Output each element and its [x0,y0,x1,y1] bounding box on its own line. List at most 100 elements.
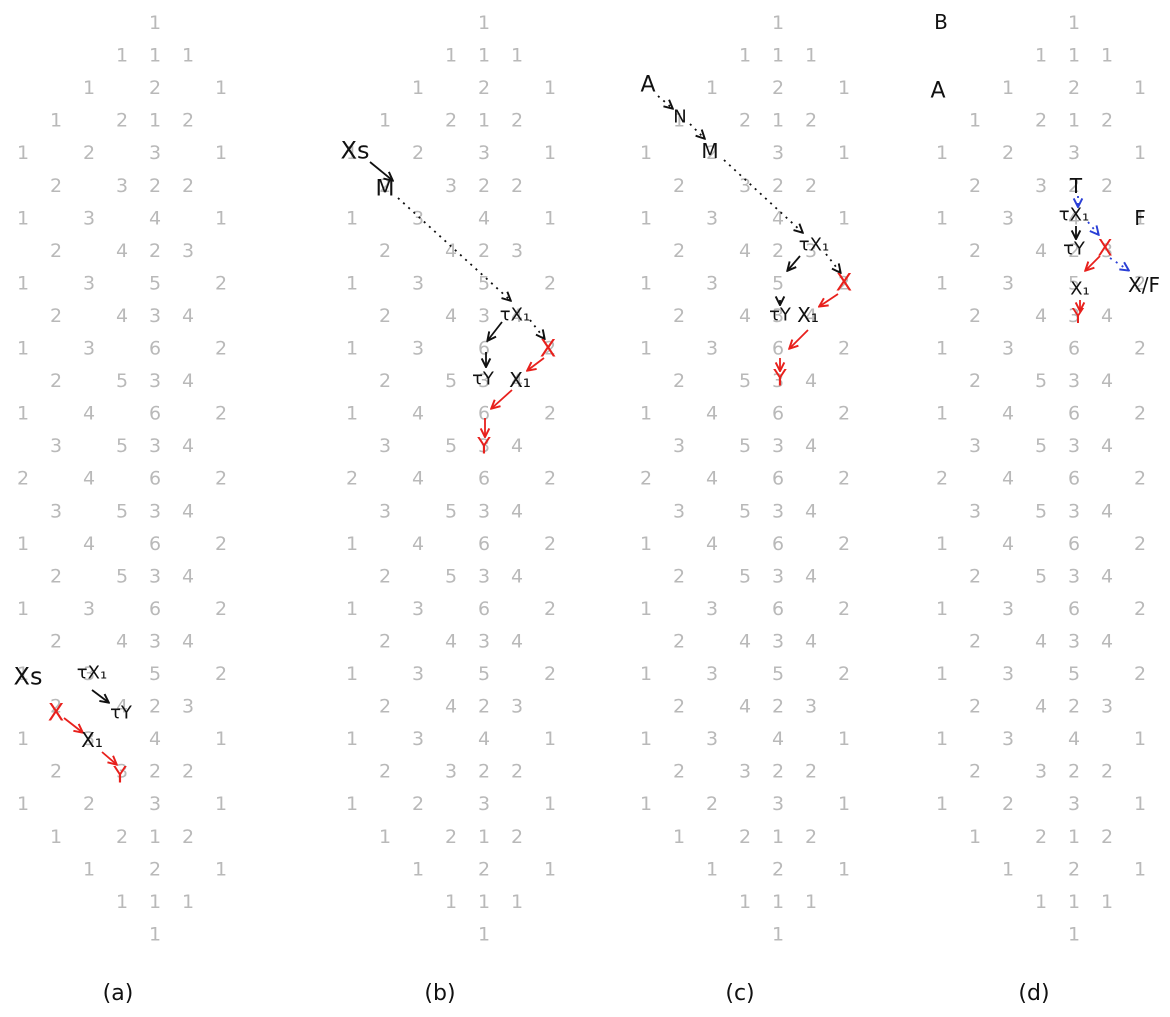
pattern-number: 2 [116,110,128,132]
pattern-number: 2 [969,696,981,718]
pattern-number: 2 [1101,175,1113,197]
pattern-number: 6 [149,468,161,490]
pattern-number: 6 [772,598,784,620]
pattern-number: 2 [50,175,62,197]
pattern-number: 5 [445,565,457,587]
pattern-number: 3 [772,370,784,392]
pattern-number: 5 [445,435,457,457]
pattern-number: 3 [116,761,128,783]
pattern-number: 3 [772,630,784,652]
solid-arrow [820,293,839,306]
pattern-number: 1 [739,891,751,913]
pattern-number: 1 [215,793,227,815]
pattern-number: 2 [215,272,227,294]
pattern-number: 1 [478,923,490,945]
pattern-number: 1 [706,858,718,880]
pattern-number: 2 [511,175,523,197]
pattern-number: 5 [739,435,751,457]
pattern-number: 1 [182,891,194,913]
solid-arrow [528,357,545,370]
pattern-number: 4 [772,728,784,750]
pattern-number: 1 [116,891,128,913]
pattern-number: 2 [936,468,948,490]
pattern-number: 1 [936,207,948,229]
pattern-number: 1 [346,663,358,685]
pattern-number: 2 [1134,468,1146,490]
node-label-t: T [1069,174,1083,198]
pattern-number: 4 [478,207,490,229]
pattern-number: 2 [511,110,523,132]
pattern-number: 1 [936,338,948,360]
pattern-number: 4 [445,240,457,262]
panel-caption: (c) [725,981,754,1006]
node-label-tx1: τX₁ [500,304,530,325]
pattern-number: 1 [706,77,718,99]
pattern-number: 2 [149,175,161,197]
pattern-number: 1 [936,598,948,620]
pattern-number: 1 [511,45,523,67]
pattern-number: 2 [739,110,751,132]
node-label-tx1: τX₁ [799,234,829,255]
pattern-number: 4 [772,207,784,229]
pattern-number: 2 [544,403,556,425]
pattern-number: 3 [969,435,981,457]
dotted-arrow [657,95,672,108]
node-label-ty: τY [769,304,792,325]
pattern-number: 4 [182,305,194,327]
pattern-number: 2 [215,403,227,425]
arrow-layer [63,95,1128,764]
pattern-number: 2 [149,858,161,880]
pattern-number: 2 [838,533,850,555]
pattern-number: 2 [1101,110,1113,132]
pattern-number: 1 [1134,77,1146,99]
solid-arrow [369,161,392,180]
solid-arrow [492,389,513,408]
pattern-number: 3 [478,305,490,327]
pattern-number: 1 [149,923,161,945]
node-label-m: M [376,177,395,202]
pattern-number: 1 [936,272,948,294]
pattern-number: 2 [116,826,128,848]
node-label-xs: Xs [14,662,43,690]
pattern-number: 3 [1002,728,1014,750]
pattern-number: 1 [346,533,358,555]
pattern-number: 1 [17,338,29,360]
pattern-number: 2 [182,826,194,848]
number-pattern-2: 11 1 11 2 11 2 1 21 2 3 12 3 2 21 3 4 12 4 2 31 3 5 22 4 3 41 3 6 22… [346,12,556,945]
pattern-number: 1 [215,858,227,880]
pattern-number: 4 [445,305,457,327]
node-label-f: F [1134,206,1146,230]
pattern-number: 1 [936,663,948,685]
pattern-number: 2 [969,175,981,197]
pattern-number: 1 [1035,891,1047,913]
pattern-number: 4 [412,533,424,555]
pattern-number: 1 [346,142,358,164]
pattern-number: 1 [149,826,161,848]
pattern-number: 1 [1101,45,1113,67]
pattern-number: 3 [706,663,718,685]
panel-caption: (d) [1018,981,1049,1006]
pattern-number: 2 [772,858,784,880]
pattern-number: 5 [149,663,161,685]
solid-arrow [788,255,801,270]
pattern-number: 3 [1002,338,1014,360]
node-label-m: M [701,139,718,163]
node-label-n: N [673,106,686,127]
pattern-number: 1 [445,45,457,67]
pattern-number: 1 [1068,110,1080,132]
node-label-x: X [48,698,64,726]
pattern-number: 2 [805,826,817,848]
node-label-xs: Xs [341,136,370,164]
pattern-number: 2 [544,338,556,360]
pattern-number: 2 [969,240,981,262]
pattern-number: 4 [805,500,817,522]
pattern-number: 3 [739,175,751,197]
pattern-number: 2 [1134,533,1146,555]
node-label-x: X [1097,237,1112,262]
pattern-number: 1 [379,110,391,132]
pattern-number: 1 [17,207,29,229]
pattern-number: 1 [1101,891,1113,913]
pattern-number: 3 [149,630,161,652]
